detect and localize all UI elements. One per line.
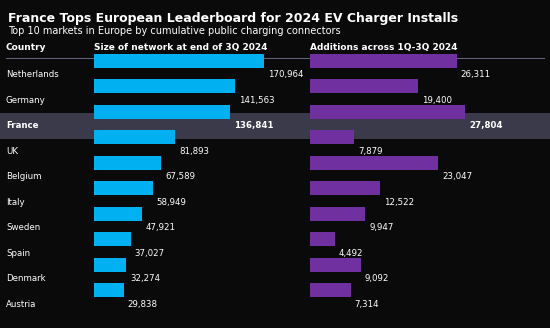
Text: 47,921: 47,921 <box>146 223 175 232</box>
Text: Additions across 1Q-3Q 2024: Additions across 1Q-3Q 2024 <box>310 43 458 52</box>
Text: Denmark: Denmark <box>6 274 46 283</box>
Text: 7,879: 7,879 <box>358 147 382 156</box>
Text: 7,314: 7,314 <box>355 300 379 309</box>
Text: 29,838: 29,838 <box>128 300 158 309</box>
Text: Netherlands: Netherlands <box>6 70 59 79</box>
Text: 4,492: 4,492 <box>339 249 364 258</box>
Bar <box>310 232 335 246</box>
Text: Italy: Italy <box>6 198 25 207</box>
Text: Austria: Austria <box>6 300 36 309</box>
Bar <box>94 283 124 297</box>
Bar <box>94 54 264 68</box>
Bar <box>310 181 380 195</box>
Bar <box>310 156 438 170</box>
Bar <box>310 79 418 93</box>
Text: Germany: Germany <box>6 96 46 105</box>
Text: 81,893: 81,893 <box>179 147 210 156</box>
Bar <box>94 207 142 221</box>
Text: 27,804: 27,804 <box>469 121 503 130</box>
Text: 170,964: 170,964 <box>268 70 304 79</box>
Bar <box>94 130 175 144</box>
Bar <box>310 54 456 68</box>
Text: 67,589: 67,589 <box>165 172 195 181</box>
Text: 9,947: 9,947 <box>370 223 394 232</box>
Text: France Tops European Leaderboard for 2024 EV Charger Installs: France Tops European Leaderboard for 202… <box>8 12 458 25</box>
Bar <box>94 156 161 170</box>
Bar <box>0 113 550 138</box>
Text: Belgium: Belgium <box>6 172 41 181</box>
Bar <box>94 79 235 93</box>
Text: 32,274: 32,274 <box>130 274 160 283</box>
Text: 9,092: 9,092 <box>365 274 389 283</box>
Text: 141,563: 141,563 <box>239 96 274 105</box>
Text: UK: UK <box>6 147 18 156</box>
Text: 23,047: 23,047 <box>443 172 472 181</box>
Text: Sweden: Sweden <box>6 223 40 232</box>
Text: 12,522: 12,522 <box>384 198 414 207</box>
Bar <box>94 232 131 246</box>
Bar <box>310 130 354 144</box>
Text: 26,311: 26,311 <box>461 70 491 79</box>
Text: Spain: Spain <box>6 249 30 258</box>
Text: France: France <box>6 121 38 130</box>
Text: 136,841: 136,841 <box>234 121 273 130</box>
Text: Size of network at end of 3Q 2024: Size of network at end of 3Q 2024 <box>94 43 267 52</box>
Text: 19,400: 19,400 <box>422 96 452 105</box>
Bar <box>310 207 365 221</box>
Bar <box>310 258 361 272</box>
Text: Country: Country <box>6 43 47 52</box>
Bar <box>94 258 126 272</box>
Text: 58,949: 58,949 <box>157 198 186 207</box>
Bar <box>94 181 152 195</box>
Bar <box>310 105 465 119</box>
Text: 37,027: 37,027 <box>135 249 165 258</box>
Text: Top 10 markets in Europe by cumulative public charging connectors: Top 10 markets in Europe by cumulative p… <box>8 26 340 36</box>
Bar <box>310 283 351 297</box>
Bar <box>94 105 230 119</box>
